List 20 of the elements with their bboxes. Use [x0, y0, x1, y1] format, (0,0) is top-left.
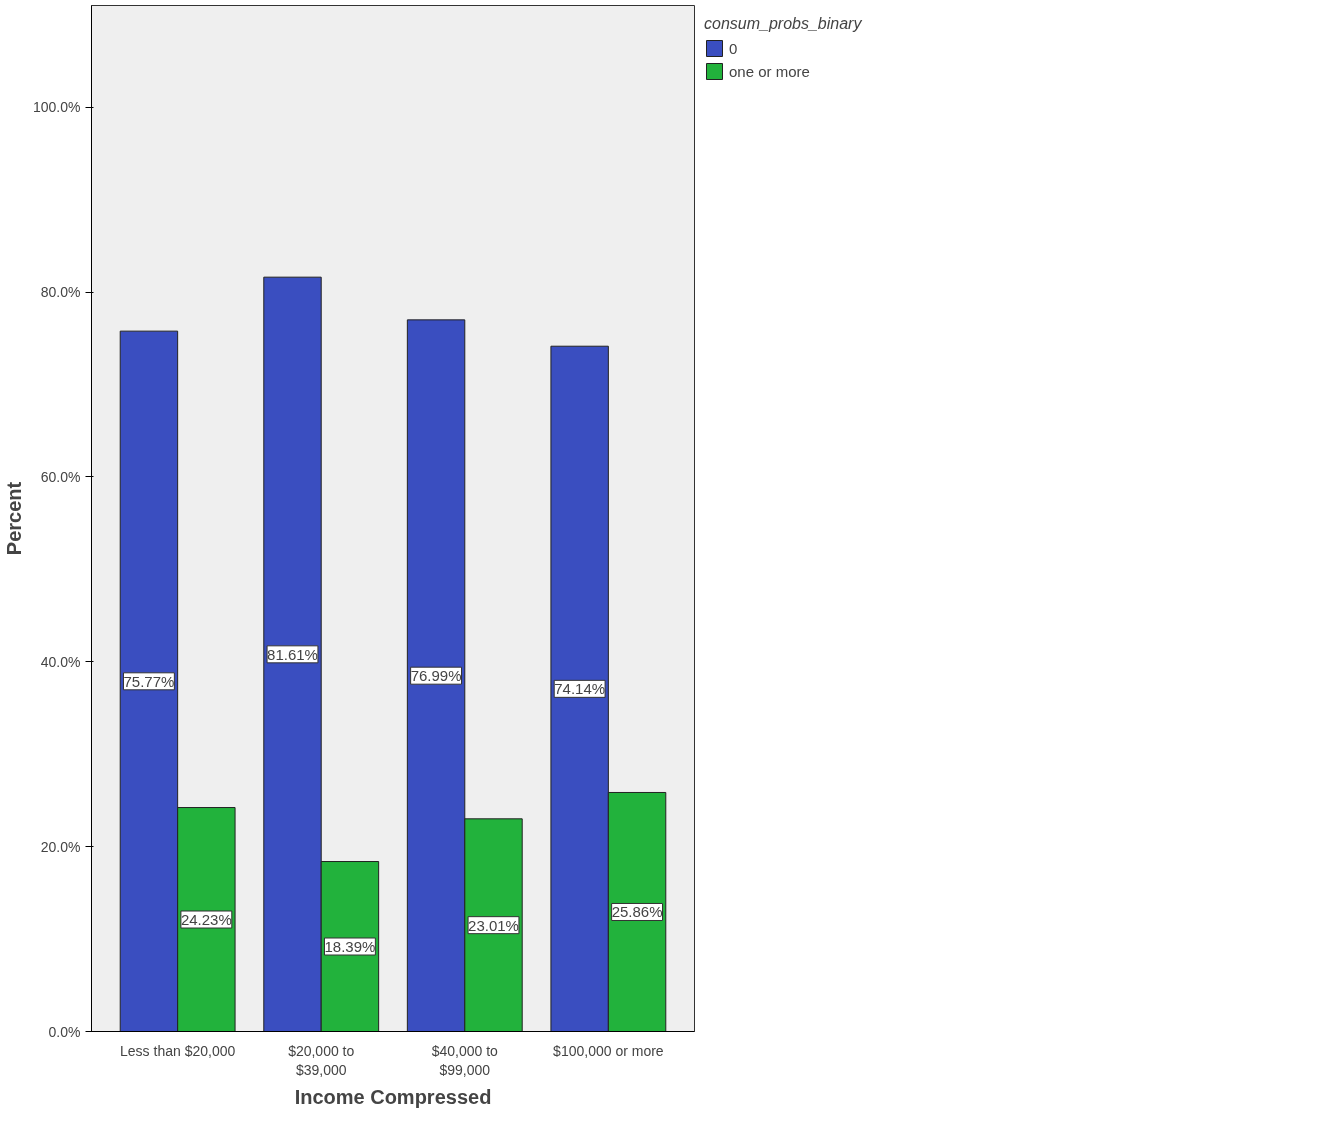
x-axis-title: Income Compressed [294, 1085, 492, 1108]
y-tick-label: 40.0% [40, 653, 81, 670]
y-tick-label: 60.0% [40, 468, 81, 485]
data-label: 74.14% [554, 680, 606, 698]
data-label: 75.77% [123, 672, 175, 690]
y-tick-label: 20.0% [40, 838, 81, 855]
legend-label: one or more [729, 62, 810, 80]
x-tick-label: $40,000 to $99,000 [431, 1042, 499, 1078]
legend-title: consum_probs_binary [704, 15, 862, 33]
y-tick-label: 100.0% [33, 99, 81, 116]
x-tick-label: $100,000 or more [553, 1042, 664, 1059]
y-tick-label: 0.0% [48, 1023, 81, 1040]
data-label: 25.86% [611, 903, 663, 921]
legend-label: 0 [729, 39, 739, 57]
data-label: 18.39% [324, 938, 376, 956]
y-axis-title: Percent [3, 481, 26, 556]
y-tick-label: 80.0% [40, 284, 81, 301]
data-label: 76.99% [410, 667, 462, 685]
x-tick-label: $20,000 to $39,000 [288, 1042, 355, 1078]
x-tick-label: Less than $20,000 [120, 1042, 236, 1059]
